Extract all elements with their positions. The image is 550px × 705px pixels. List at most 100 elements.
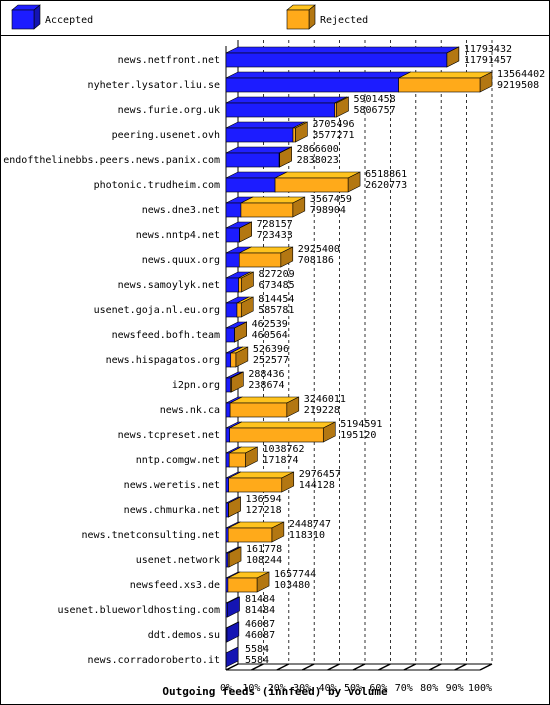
tick-mark — [428, 663, 442, 671]
value-label-total: 2976457 — [299, 469, 341, 480]
bar-front — [225, 177, 276, 193]
tick-mark — [276, 663, 290, 671]
bar-accepted — [225, 46, 460, 68]
bar-rejected — [230, 346, 249, 368]
category-label: news.quux.org — [142, 255, 220, 266]
bar-rejected — [334, 96, 349, 118]
chart-title: Outgoing feeds (innfeed) by volume — [162, 685, 388, 698]
value-label-total: 13564402 — [497, 69, 545, 80]
bar-front — [225, 152, 280, 168]
x-tick-label: 100% — [468, 683, 492, 694]
value-label-accepted: 127218 — [246, 505, 282, 516]
value-label-accepted: 673485 — [258, 280, 294, 291]
bar-accepted — [225, 71, 411, 93]
value-label-accepted: 5584 — [245, 655, 269, 666]
category-label: news.furie.org.uk — [118, 105, 220, 116]
category-label: newsfeed.bofh.team — [112, 330, 220, 341]
bar-front — [225, 52, 448, 68]
bar-accepted — [225, 646, 239, 668]
bar-top — [225, 46, 459, 54]
bar-front — [225, 477, 229, 493]
value-label-total: 161778 — [246, 544, 282, 555]
value-label-total: 136594 — [246, 494, 282, 505]
category-label: news.netfront.net — [118, 55, 220, 66]
bar-front — [227, 527, 273, 543]
value-label-total: 462539 — [252, 319, 288, 330]
bar-rejected — [278, 146, 292, 168]
x-tick-label: 10% — [242, 683, 260, 694]
bar-front — [225, 102, 336, 118]
bar-front — [238, 277, 242, 293]
value-label-accepted: 171874 — [262, 455, 298, 466]
category-label: usenet.goja.nl.eu.org — [94, 305, 220, 316]
bar-front — [225, 127, 294, 143]
bar-accepted — [225, 96, 348, 118]
value-label-total: 3246011 — [304, 394, 346, 405]
value-label-total: 3705496 — [312, 119, 354, 130]
bar-front — [227, 577, 258, 593]
bar-front — [227, 552, 230, 568]
value-label-accepted: 798904 — [310, 205, 346, 216]
bar-front — [225, 277, 239, 293]
category-label: news.samoylyk.net — [118, 280, 220, 291]
tick-mark — [378, 663, 391, 671]
tick-mark — [327, 663, 340, 671]
x-tick-label: 90% — [446, 683, 464, 694]
value-label-accepted: 5806757 — [354, 105, 396, 116]
value-label-total: 5584 — [245, 644, 269, 655]
tick-mark — [403, 663, 417, 671]
value-label-total: 1038762 — [262, 444, 304, 455]
category-label: news.nk.ca — [160, 405, 220, 416]
bar-front — [225, 627, 228, 643]
category-label: news.corradoroberto.it — [88, 655, 220, 666]
bar-rejected — [446, 46, 460, 68]
bar-front — [225, 227, 240, 243]
bar-front — [292, 127, 296, 143]
value-label-total: 2866600 — [297, 144, 339, 155]
bar-front — [225, 302, 238, 318]
value-label-accepted: 46087 — [245, 630, 275, 641]
bar-top — [225, 96, 347, 104]
bar-top — [225, 71, 411, 79]
tick-mark — [251, 663, 264, 671]
bar-accepted — [225, 621, 240, 643]
value-label-accepted: 9219508 — [497, 80, 539, 91]
value-label-accepted: 219228 — [304, 405, 340, 416]
value-label-total: 2448747 — [289, 519, 331, 530]
bar-top — [225, 121, 306, 129]
x-tick-label: 0% — [220, 683, 232, 694]
bar-front — [225, 502, 229, 518]
category-label: nntp.comgw.net — [136, 455, 220, 466]
bar-front — [225, 252, 240, 268]
bar-rejected — [227, 521, 285, 543]
bar-rejected — [240, 196, 306, 218]
legend-item: Rejected — [286, 4, 368, 30]
legend-item: Accepted — [11, 4, 93, 30]
bar-accepted — [225, 596, 240, 618]
value-label-accepted: 2620773 — [365, 180, 407, 191]
bar-rejected — [238, 246, 294, 268]
bar-front — [238, 252, 282, 268]
bar-front — [225, 77, 399, 93]
bar-front — [334, 102, 337, 118]
bar-rejected — [228, 496, 241, 518]
value-label-total: 827209 — [258, 269, 294, 280]
x-tick-label: 50% — [344, 683, 362, 694]
value-label-total: 288436 — [248, 369, 284, 380]
bar-front — [225, 552, 229, 568]
tick-mark — [225, 663, 239, 671]
category-label: usenet.network — [136, 555, 220, 566]
category-label: photonic.trudheim.com — [94, 180, 220, 191]
value-label-total: 46087 — [245, 619, 275, 630]
value-label-accepted: 723433 — [257, 230, 293, 241]
category-label: ddt.demos.su — [148, 630, 220, 641]
value-label-accepted: 460564 — [252, 330, 288, 341]
category-label: nyheter.lysator.liu.se — [88, 80, 220, 91]
value-label-total: 814454 — [258, 294, 294, 305]
bar-front — [225, 327, 235, 343]
tick-mark — [479, 663, 493, 671]
bar-front — [240, 202, 294, 218]
bar-rejected — [238, 271, 254, 293]
